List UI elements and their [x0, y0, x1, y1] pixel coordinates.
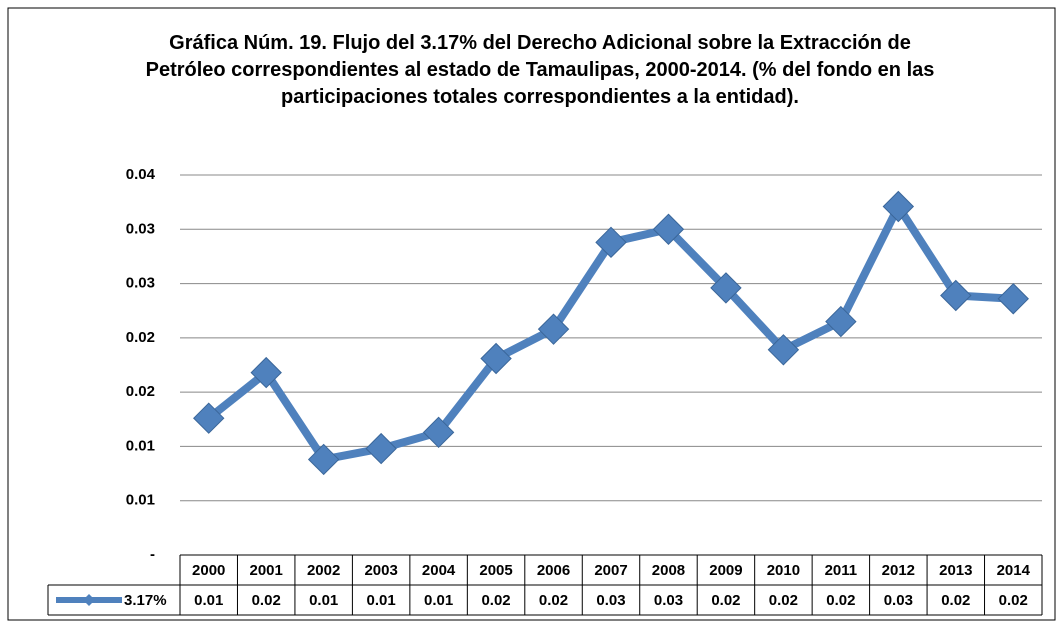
- x-tick-label: 2005: [479, 562, 512, 579]
- y-tick-label: 0.02: [126, 383, 155, 400]
- marker: [480, 342, 512, 375]
- x-tick-label: 2010: [767, 562, 800, 579]
- x-tick-label: 2006: [537, 562, 570, 579]
- data-table-value: 0.02: [941, 592, 970, 609]
- data-table-value: 0.01: [309, 592, 338, 609]
- x-tick-label: 2011: [825, 562, 858, 579]
- data-table-value: 0.03: [884, 592, 913, 609]
- marker: [250, 356, 282, 389]
- marker: [940, 279, 972, 312]
- marker: [422, 416, 455, 449]
- x-tick-label: 2012: [882, 562, 915, 579]
- y-tick-label: 0.01: [126, 437, 155, 454]
- x-tick-label: 2007: [594, 562, 627, 579]
- x-tick-label: 2001: [250, 562, 283, 579]
- marker: [997, 283, 1029, 315]
- chart-title: Gráfica Núm. 19. Flujo del 3.17% del Der…: [145, 32, 935, 108]
- x-tick-label: 2013: [939, 562, 972, 579]
- data-table-value: 0.02: [711, 592, 740, 609]
- x-tick-label: 2009: [709, 562, 742, 579]
- data-table-value: 0.02: [539, 592, 568, 609]
- x-tick-label: 2014: [997, 562, 1031, 579]
- marker: [882, 190, 915, 223]
- marker: [652, 213, 685, 245]
- y-tick-label: -: [150, 546, 155, 563]
- data-table-value: 0.03: [654, 592, 683, 609]
- data-table-value: 0.01: [194, 592, 223, 609]
- data-table-value: 0.02: [826, 592, 855, 609]
- y-tick-label: 0.01: [126, 492, 155, 509]
- data-table-value: 0.02: [252, 592, 281, 609]
- marker: [193, 402, 225, 434]
- chart-border: [7, 7, 1056, 621]
- data-table-value: 0.01: [367, 592, 396, 609]
- x-tick-label: 2003: [364, 562, 397, 579]
- data-table-value: 0.03: [596, 592, 625, 609]
- marker: [537, 313, 570, 345]
- legend-label: 3.17%: [124, 592, 167, 609]
- legend-marker: [83, 594, 95, 606]
- y-tick-label: 0.02: [126, 329, 155, 346]
- y-tick-label: 0.04: [126, 166, 156, 183]
- data-table-value: 0.02: [769, 592, 798, 609]
- data-table-value: 0.01: [424, 592, 453, 609]
- marker: [767, 334, 800, 366]
- y-tick-label: 0.03: [126, 220, 155, 237]
- x-tick-label: 2002: [307, 562, 340, 579]
- x-tick-label: 2000: [192, 562, 225, 579]
- marker: [595, 226, 627, 259]
- data-table-value: 0.02: [999, 592, 1028, 609]
- x-tick-label: 2004: [422, 562, 456, 579]
- y-tick-label: 0.03: [126, 275, 155, 292]
- marker: [710, 272, 742, 304]
- data-table-value: 0.02: [481, 592, 510, 609]
- marker: [825, 305, 857, 338]
- marker: [365, 432, 397, 465]
- marker: [307, 443, 340, 476]
- x-tick-label: 2008: [652, 562, 685, 579]
